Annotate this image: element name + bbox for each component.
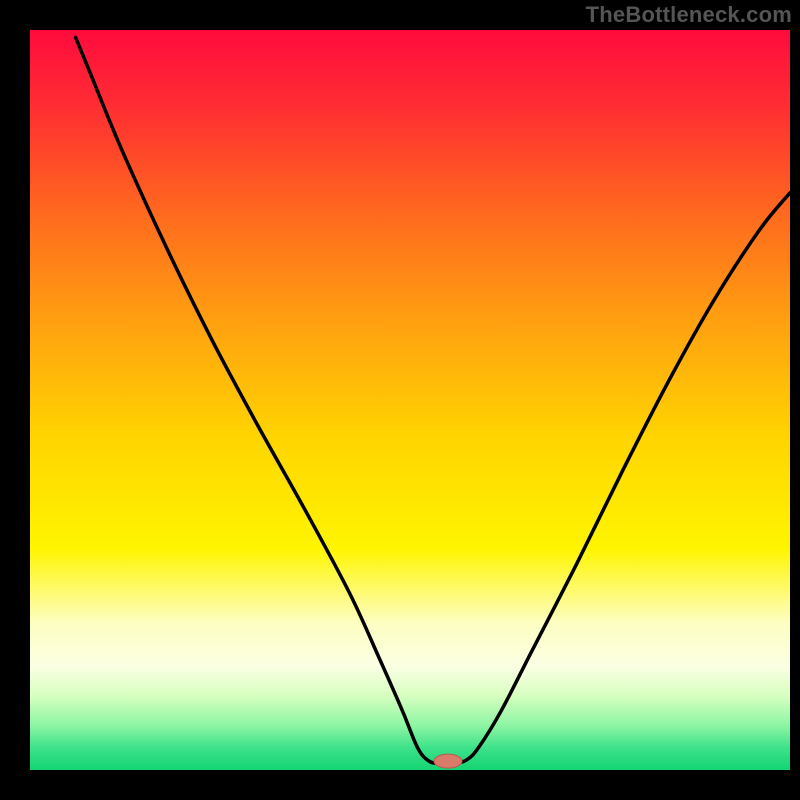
watermark-text: TheBottleneck.com [586, 2, 792, 28]
plot-background [30, 30, 790, 770]
chart-container: TheBottleneck.com [0, 0, 800, 800]
optimum-marker [434, 754, 462, 768]
bottleneck-curve-chart [0, 0, 800, 800]
